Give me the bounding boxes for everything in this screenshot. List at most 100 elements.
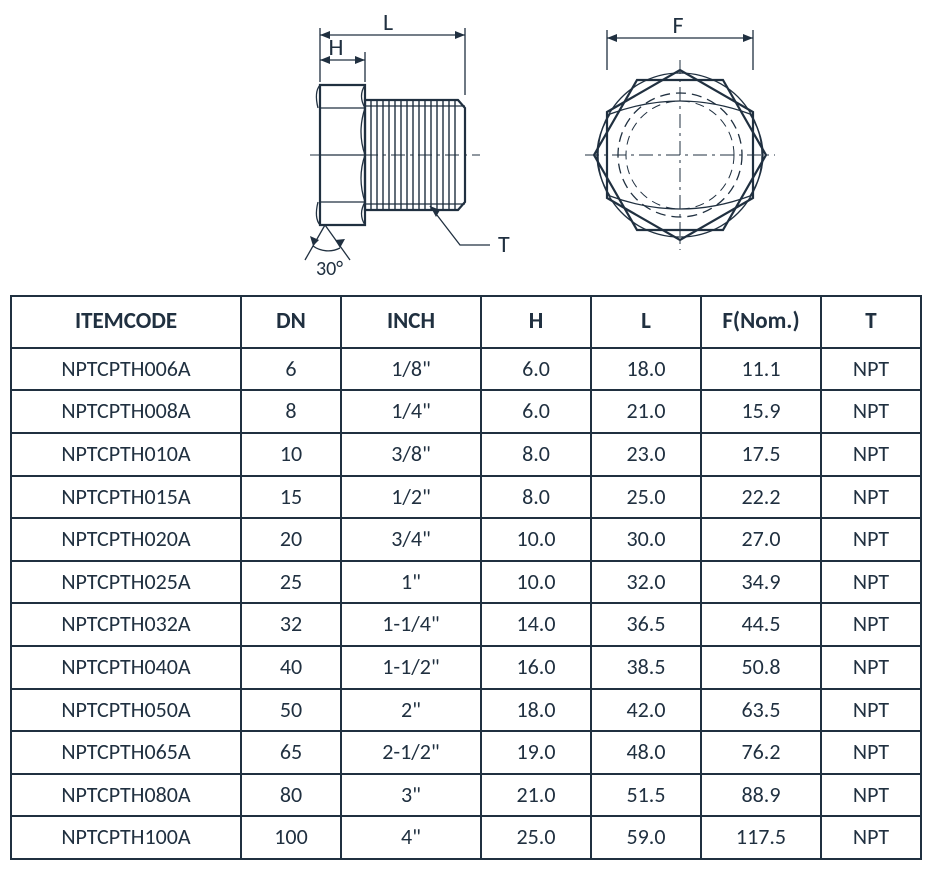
table-cell: 88.9 [701, 774, 821, 817]
table-cell: 59.0 [591, 816, 701, 859]
table-cell: NPT [821, 561, 921, 604]
angle-label: 30° [316, 257, 343, 281]
table-cell: NPTCPTH080A [11, 774, 241, 817]
table-cell: 3/8" [341, 433, 481, 476]
table-cell: 16.0 [481, 646, 591, 689]
table-row: NPTCPTH010A103/8"8.023.017.5NPT [11, 433, 921, 476]
end-view: F [585, 11, 775, 250]
col-header-t: T [821, 296, 921, 348]
table-cell: 27.0 [701, 518, 821, 561]
table-cell: 42.0 [591, 689, 701, 732]
table-body: NPTCPTH006A61/8"6.018.011.1NPTNPTCPTH008… [11, 348, 921, 859]
table-cell: 10.0 [481, 561, 591, 604]
table-cell: 100 [241, 816, 341, 859]
col-header-itemcode: ITEMCODE [11, 296, 241, 348]
table-cell: 17.5 [701, 433, 821, 476]
table-cell: 76.2 [701, 731, 821, 774]
table-cell: 18.0 [481, 689, 591, 732]
table-cell: NPT [821, 518, 921, 561]
table-cell: 14.0 [481, 603, 591, 646]
table-cell: NPT [821, 774, 921, 817]
table-cell: 3" [341, 774, 481, 817]
table-cell: NPTCPTH008A [11, 390, 241, 433]
table-cell: NPTCPTH020A [11, 518, 241, 561]
table-cell: 1/8" [341, 348, 481, 391]
table-cell: 2" [341, 689, 481, 732]
table-row: NPTCPTH006A61/8"6.018.011.1NPT [11, 348, 921, 391]
table-cell: 20 [241, 518, 341, 561]
table-cell: 11.1 [701, 348, 821, 391]
table-row: NPTCPTH080A803"21.051.588.9NPT [11, 774, 921, 817]
table-cell: 40 [241, 646, 341, 689]
table-cell: 1" [341, 561, 481, 604]
table-cell: 8.0 [481, 476, 591, 519]
col-header-inch: INCH [341, 296, 481, 348]
table-header-row: ITEMCODE DN INCH H L F(Nom.) T [11, 296, 921, 348]
table-cell: 25.0 [481, 816, 591, 859]
table-cell: NPT [821, 348, 921, 391]
table-cell: 48.0 [591, 731, 701, 774]
table-cell: 34.9 [701, 561, 821, 604]
table-cell: NPT [821, 603, 921, 646]
table-cell: NPTCPTH032A [11, 603, 241, 646]
table-row: NPTCPTH032A321-1/4"14.036.544.5NPT [11, 603, 921, 646]
table-cell: NPT [821, 433, 921, 476]
table-cell: NPT [821, 390, 921, 433]
table-cell: 6 [241, 348, 341, 391]
table-row: NPTCPTH008A81/4"6.021.015.9NPT [11, 390, 921, 433]
col-header-l: L [591, 296, 701, 348]
table-row: NPTCPTH050A502"18.042.063.5NPT [11, 689, 921, 732]
table-cell: NPT [821, 476, 921, 519]
table-cell: NPT [821, 731, 921, 774]
dim-label-h: H [329, 33, 344, 62]
table-cell: 1-1/2" [341, 646, 481, 689]
table-cell: 1/2" [341, 476, 481, 519]
table-cell: 6.0 [481, 348, 591, 391]
table-cell: 32 [241, 603, 341, 646]
col-header-dn: DN [241, 296, 341, 348]
table-cell: 23.0 [591, 433, 701, 476]
table-cell: 21.0 [481, 774, 591, 817]
table-cell: 1-1/4" [341, 603, 481, 646]
table-cell: 3/4" [341, 518, 481, 561]
table-cell: NPTCPTH100A [11, 816, 241, 859]
table-cell: 4" [341, 816, 481, 859]
table-cell: 25.0 [591, 476, 701, 519]
table-cell: 63.5 [701, 689, 821, 732]
table-cell: 51.5 [591, 774, 701, 817]
table-cell: NPT [821, 689, 921, 732]
table-cell: 25 [241, 561, 341, 604]
table-cell: NPTCPTH010A [11, 433, 241, 476]
table-cell: NPT [821, 816, 921, 859]
diagram-svg: L H [10, 10, 920, 285]
table-cell: NPTCPTH025A [11, 561, 241, 604]
table-cell: 32.0 [591, 561, 701, 604]
table-cell: 15.9 [701, 390, 821, 433]
table-cell: 117.5 [701, 816, 821, 859]
table-cell: NPT [821, 646, 921, 689]
table-cell: 8 [241, 390, 341, 433]
technical-diagram: L H [10, 10, 920, 285]
table-cell: 36.5 [591, 603, 701, 646]
table-cell: 8.0 [481, 433, 591, 476]
table-cell: NPTCPTH040A [11, 646, 241, 689]
table-cell: 19.0 [481, 731, 591, 774]
dim-label-t: T [498, 230, 510, 259]
table-cell: 10.0 [481, 518, 591, 561]
dim-label-f: F [672, 11, 683, 40]
table-row: NPTCPTH020A203/4"10.030.027.0NPT [11, 518, 921, 561]
side-view: L H [305, 10, 510, 281]
table-cell: 21.0 [591, 390, 701, 433]
table-cell: NPTCPTH006A [11, 348, 241, 391]
table-cell: 50.8 [701, 646, 821, 689]
table-cell: 15 [241, 476, 341, 519]
table-cell: NPTCPTH050A [11, 689, 241, 732]
col-header-f: F(Nom.) [701, 296, 821, 348]
col-header-h: H [481, 296, 591, 348]
table-cell: 50 [241, 689, 341, 732]
table-row: NPTCPTH040A401-1/2"16.038.550.8NPT [11, 646, 921, 689]
table-cell: NPTCPTH015A [11, 476, 241, 519]
table-cell: 65 [241, 731, 341, 774]
table-cell: 10 [241, 433, 341, 476]
table-cell: 1/4" [341, 390, 481, 433]
